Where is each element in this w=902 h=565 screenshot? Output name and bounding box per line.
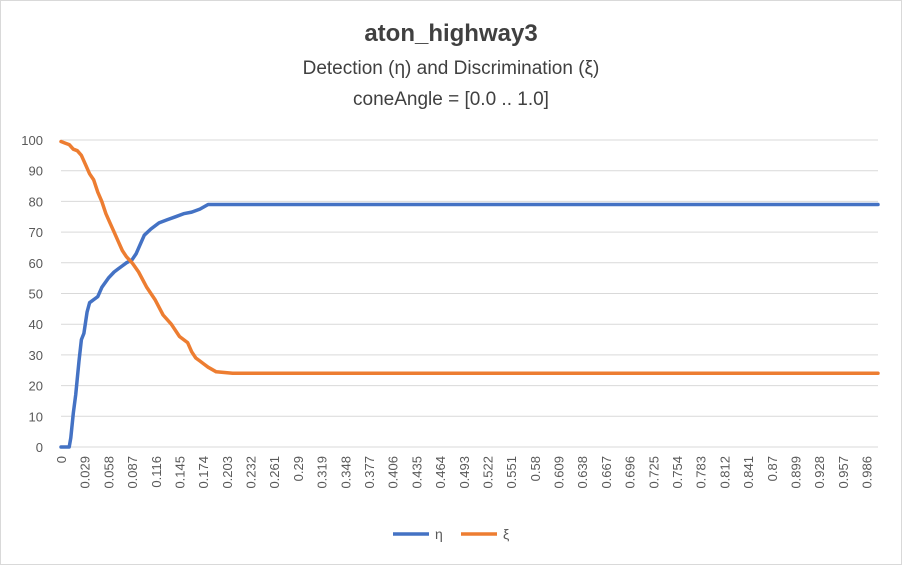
- x-tick-label: 0.116: [149, 456, 164, 488]
- legend-label-1: ξ: [503, 526, 509, 542]
- x-tick-label: 0.493: [457, 456, 472, 489]
- legend-label-0: η: [435, 526, 443, 542]
- y-tick-label: 10: [29, 409, 43, 424]
- x-tick-label: 0.638: [575, 456, 590, 489]
- y-tick-label: 90: [29, 164, 43, 179]
- x-tick-label: 0.957: [836, 456, 851, 489]
- x-tick-label: 0.029: [78, 456, 93, 489]
- y-tick-label: 40: [29, 317, 43, 332]
- x-tick-label: 0.29: [291, 456, 306, 481]
- gridlines: [61, 139, 878, 448]
- y-tick-label: 0: [36, 440, 43, 455]
- y-tick-label: 70: [29, 225, 43, 240]
- x-tick-label: 0.928: [812, 456, 827, 489]
- y-axis-ticks: 0 10 20 30 40 50 60 70 80 90 100: [21, 133, 43, 455]
- x-tick-label: 0.319: [315, 456, 330, 489]
- series-line-1: [59, 139, 880, 376]
- x-tick-label: 0.58: [528, 456, 543, 481]
- chart-title: aton_highway3: [364, 20, 538, 47]
- x-tick-label: 0.232: [244, 456, 259, 489]
- x-tick-label: 0.725: [646, 456, 661, 489]
- series-lines: [59, 139, 880, 449]
- x-tick-label: 0.261: [267, 456, 282, 489]
- x-tick-label: 0.058: [101, 456, 116, 489]
- x-tick-label: 0.464: [433, 456, 448, 489]
- x-tick-label: 0.667: [599, 456, 614, 489]
- x-tick-label: 0.986: [860, 456, 875, 489]
- x-tick-label: 0.783: [694, 456, 709, 489]
- x-tick-label: 0.522: [480, 456, 495, 489]
- y-tick-label: 50: [29, 287, 43, 302]
- x-tick-label: 0.348: [338, 456, 353, 489]
- x-tick-label: 0.754: [670, 456, 685, 489]
- x-tick-label: 0: [54, 456, 69, 463]
- x-tick-label: 0.812: [717, 456, 732, 489]
- x-tick-label: 0.841: [741, 456, 756, 489]
- x-tick-label: 0.377: [362, 456, 377, 489]
- x-tick-label: 0.609: [552, 456, 567, 489]
- y-tick-label: 30: [29, 348, 43, 363]
- x-tick-label: 0.087: [125, 456, 140, 489]
- x-tick-label: 0.174: [196, 456, 211, 489]
- x-tick-label: 0.406: [386, 456, 401, 489]
- y-tick-label: 20: [29, 379, 43, 394]
- x-tick-label: 0.435: [409, 456, 424, 489]
- x-tick-label: 0.551: [504, 456, 519, 489]
- y-tick-label: 80: [29, 194, 43, 209]
- series-line-0: [59, 202, 880, 449]
- x-tick-label: 0.899: [788, 456, 803, 489]
- y-tick-label: 60: [29, 256, 43, 271]
- chart-subtitle-line-2: coneAngle = [0.0 .. 1.0]: [353, 89, 549, 110]
- x-tick-label: 0.145: [172, 456, 187, 489]
- y-tick-label: 100: [21, 133, 43, 148]
- x-tick-label: 0.696: [623, 456, 638, 489]
- chart-subtitle-line-1: Detection (η) and Discrimination (ξ): [302, 58, 600, 79]
- x-axis-ticks: 0 0.029 0.058 0.087 0.116 0.145 0.174 0.203 0.23…: [54, 456, 875, 489]
- x-tick-label: 0.87: [765, 456, 780, 481]
- x-tick-label: 0.203: [220, 456, 235, 489]
